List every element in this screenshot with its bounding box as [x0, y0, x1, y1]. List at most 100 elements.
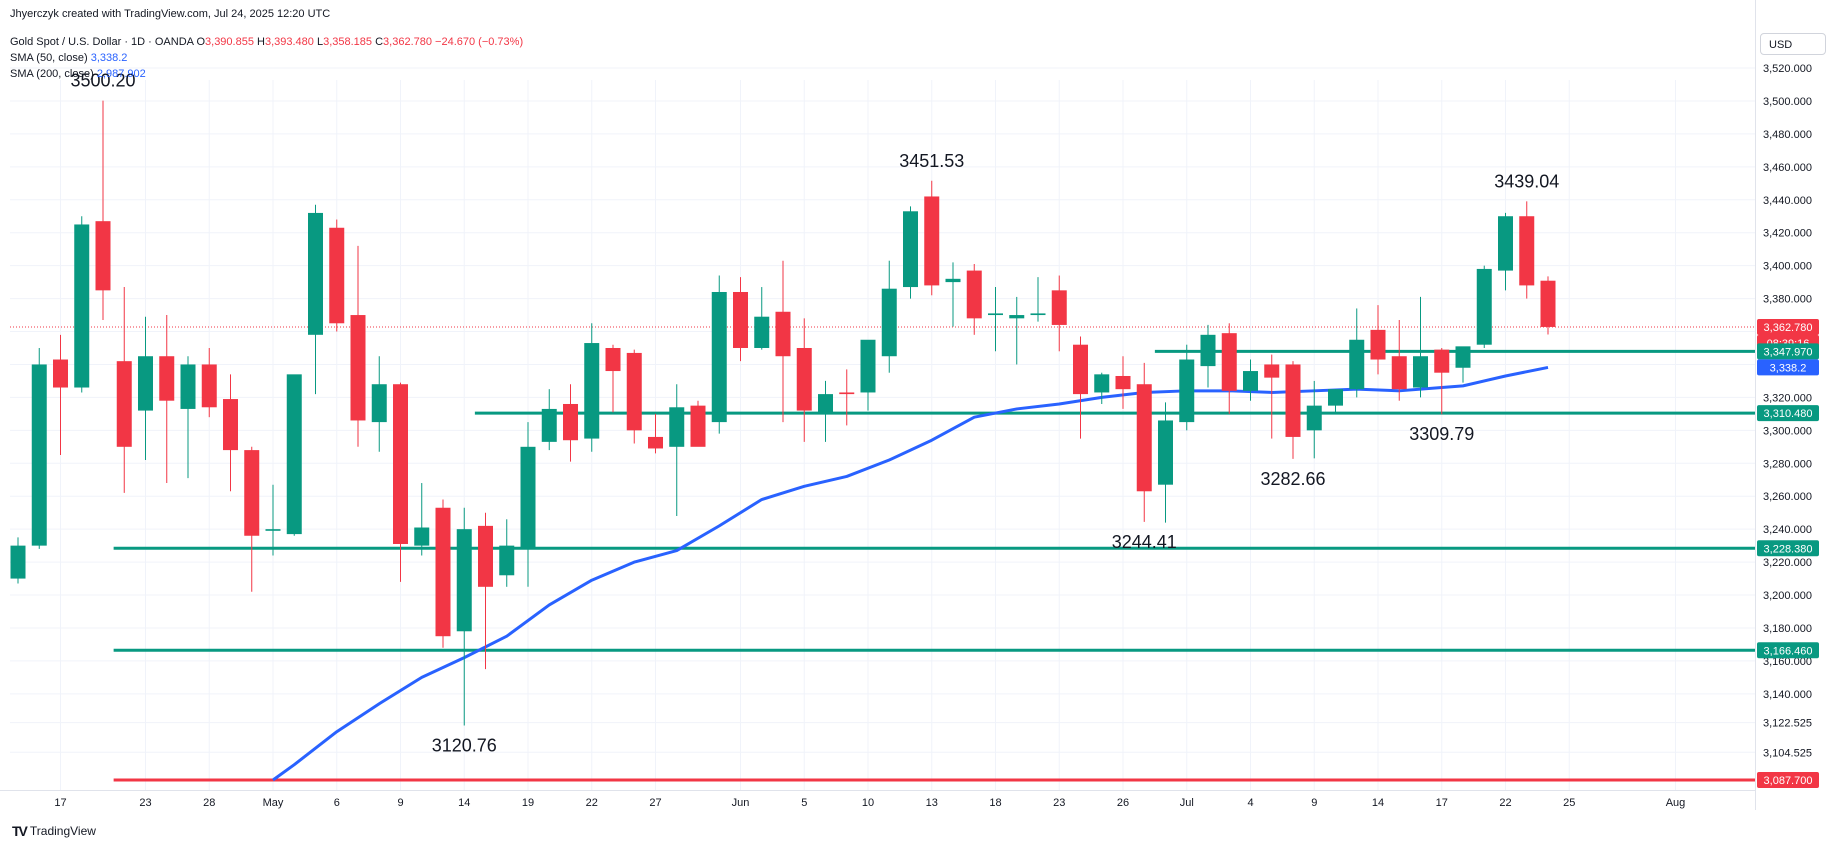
price-tick-label: 3,220.000 — [1763, 557, 1812, 569]
tradingview-logo-icon: TV — [12, 823, 28, 839]
time-tick-label: 23 — [1053, 797, 1065, 809]
price-annotation: 3309.79 — [1409, 424, 1474, 444]
sma50-legend[interactable]: SMA (50, close) 3,338.2 — [10, 52, 128, 64]
high-value: 3,393.480 — [264, 36, 314, 48]
price-axis-badge — [1757, 540, 1819, 557]
price-tick-label: 3,280.000 — [1763, 458, 1812, 470]
candle-body — [308, 212, 323, 335]
candle-body — [796, 347, 812, 411]
candle-body — [966, 270, 982, 319]
candle-body — [159, 356, 175, 401]
time-tick-label: 26 — [1117, 797, 1129, 809]
candle-body — [754, 316, 770, 348]
sma200-value: 2,987.902 — [96, 68, 146, 80]
candle-body — [1306, 405, 1322, 431]
candle-body — [1051, 290, 1067, 325]
price-axis-badge-label: 3,347.970 — [1764, 346, 1813, 358]
candle-body — [520, 446, 536, 548]
time-tick-label: 4 — [1247, 797, 1253, 809]
symbol-name: Gold Spot / U.S. Dollar · 1D · OANDA — [10, 36, 194, 48]
sma200-legend[interactable]: SMA (200, close) 2,987.902 — [10, 68, 146, 80]
candle-body — [1413, 356, 1428, 388]
candle-body — [116, 361, 132, 447]
candle-body — [180, 364, 196, 409]
price-annotation: 3282.66 — [1260, 469, 1325, 489]
time-tick-label: 10 — [862, 797, 874, 809]
candle-body — [286, 374, 302, 535]
price-axis-badge-label: 3,362.780 — [1764, 322, 1813, 334]
candle-body — [881, 288, 897, 357]
candle-body — [584, 343, 600, 439]
candle-body — [541, 408, 557, 442]
candle-body — [1540, 280, 1556, 327]
candle-body — [201, 364, 217, 408]
price-axis-badge-label: 3,310.480 — [1764, 408, 1813, 420]
candle-body — [818, 394, 833, 414]
candle-body — [244, 450, 260, 536]
time-tick-label: Jun — [732, 797, 750, 809]
price-axis-badge — [1757, 318, 1819, 335]
candle-body — [945, 278, 961, 283]
candle-body — [690, 405, 706, 447]
candle-body — [1009, 315, 1025, 319]
price-axis-badge-label: 3,087.700 — [1764, 775, 1813, 787]
candle-body — [733, 291, 748, 348]
price-axis-badge-label: 3,166.460 — [1764, 645, 1813, 657]
price-tick-label: 3,520.000 — [1763, 63, 1812, 75]
price-axis-badge — [1757, 642, 1819, 659]
candle-body — [435, 507, 451, 637]
candle-body — [563, 403, 578, 441]
price-tick-label: 3,180.000 — [1763, 623, 1812, 635]
symbol-ohlc-line: Gold Spot / U.S. Dollar · 1D · OANDA O3,… — [10, 36, 524, 48]
candle-body — [626, 352, 642, 431]
candle-body — [74, 224, 90, 388]
time-tick-label: 17 — [54, 797, 66, 809]
time-tick-label: Aug — [1666, 797, 1686, 809]
time-tick-label: 14 — [1372, 797, 1384, 809]
candle-body — [414, 527, 430, 546]
candle-body — [53, 359, 68, 388]
price-annotation: 3439.04 — [1494, 171, 1559, 191]
candle-body — [669, 407, 685, 447]
candle-body — [138, 356, 153, 411]
candle-body — [95, 221, 111, 291]
candle-body — [903, 211, 918, 288]
price-tick-label: 3,320.000 — [1763, 392, 1812, 404]
candle-body — [775, 311, 791, 357]
time-tick-label: 13 — [926, 797, 938, 809]
price-tick-label: 3,122.525 — [1763, 718, 1812, 730]
price-annotation: 3451.53 — [899, 151, 964, 171]
time-tick-label: 22 — [1499, 797, 1511, 809]
price-axis-badge — [1757, 772, 1819, 788]
time-tick-label: 27 — [649, 797, 661, 809]
candle-body — [478, 525, 493, 587]
time-tick-label: 9 — [1311, 797, 1317, 809]
time-tick-label: 17 — [1436, 797, 1448, 809]
time-tick-label: 6 — [334, 797, 340, 809]
candle-body — [988, 313, 1003, 316]
price-tick-label: 3,380.000 — [1763, 294, 1812, 306]
candle-body — [329, 227, 345, 324]
candle-body — [1519, 216, 1535, 286]
candle-body — [265, 529, 281, 531]
sma50-line — [272, 365, 1549, 782]
candle-body — [371, 384, 387, 423]
price-tick-label: 3,400.000 — [1763, 261, 1812, 273]
candle-body — [1136, 384, 1152, 492]
currency-button[interactable]: USD — [1760, 33, 1826, 55]
candle-body — [648, 436, 663, 449]
price-tick-label: 3,140.000 — [1763, 689, 1812, 701]
candle-body — [393, 384, 408, 544]
low-value: 3,358.185 — [323, 36, 373, 48]
candle-body — [499, 545, 515, 576]
candle-body — [1391, 356, 1407, 390]
open-value: 3,390.855 — [205, 36, 254, 48]
change-value: −24.670 (−0.73%) — [435, 36, 524, 48]
tradingview-branding[interactable]: TV TradingView — [12, 823, 96, 839]
candle-body — [1434, 349, 1450, 373]
candle-body — [1264, 364, 1280, 378]
price-tick-label: 3,500.000 — [1763, 96, 1812, 108]
candle-body — [223, 399, 238, 451]
price-tick-label: 3,420.000 — [1763, 228, 1812, 240]
